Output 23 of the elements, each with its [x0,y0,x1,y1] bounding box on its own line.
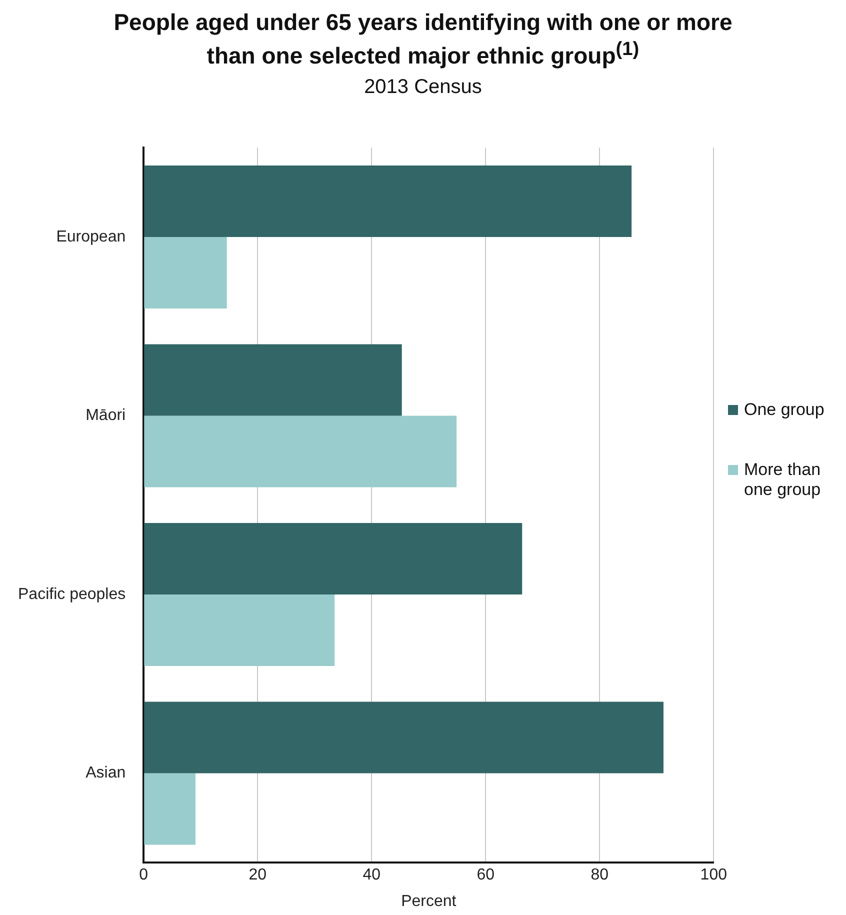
x-tick-label: 0 [139,866,148,884]
x-tick-label: 80 [590,866,609,884]
legend-label: One group [744,400,824,420]
bar [144,522,522,594]
bar [144,702,664,774]
y-tick-label: Asian [86,764,126,782]
x-axis-title: Percent [401,892,457,910]
y-tick-label: Pacific peoples [18,586,126,603]
x-tick-label: 40 [362,866,381,884]
x-tick-label: 20 [248,866,267,884]
chart-title: People aged under 65 years identifying with one or more than one selected major ethnic group$^{(1)}$ [112,8,734,70]
y-tick-label: European [56,228,126,246]
bar [144,344,402,416]
bar [144,165,632,237]
y-tick-label: Māori [86,407,126,424]
bar [144,594,335,666]
bar [144,236,227,308]
bar [144,416,457,488]
x-tick-label: 60 [476,866,495,884]
chart-subtitle: 2013 Census [363,76,483,99]
x-tick-label: 100 [700,866,728,884]
bar [144,773,196,845]
legend-label: More than one group [744,460,822,500]
